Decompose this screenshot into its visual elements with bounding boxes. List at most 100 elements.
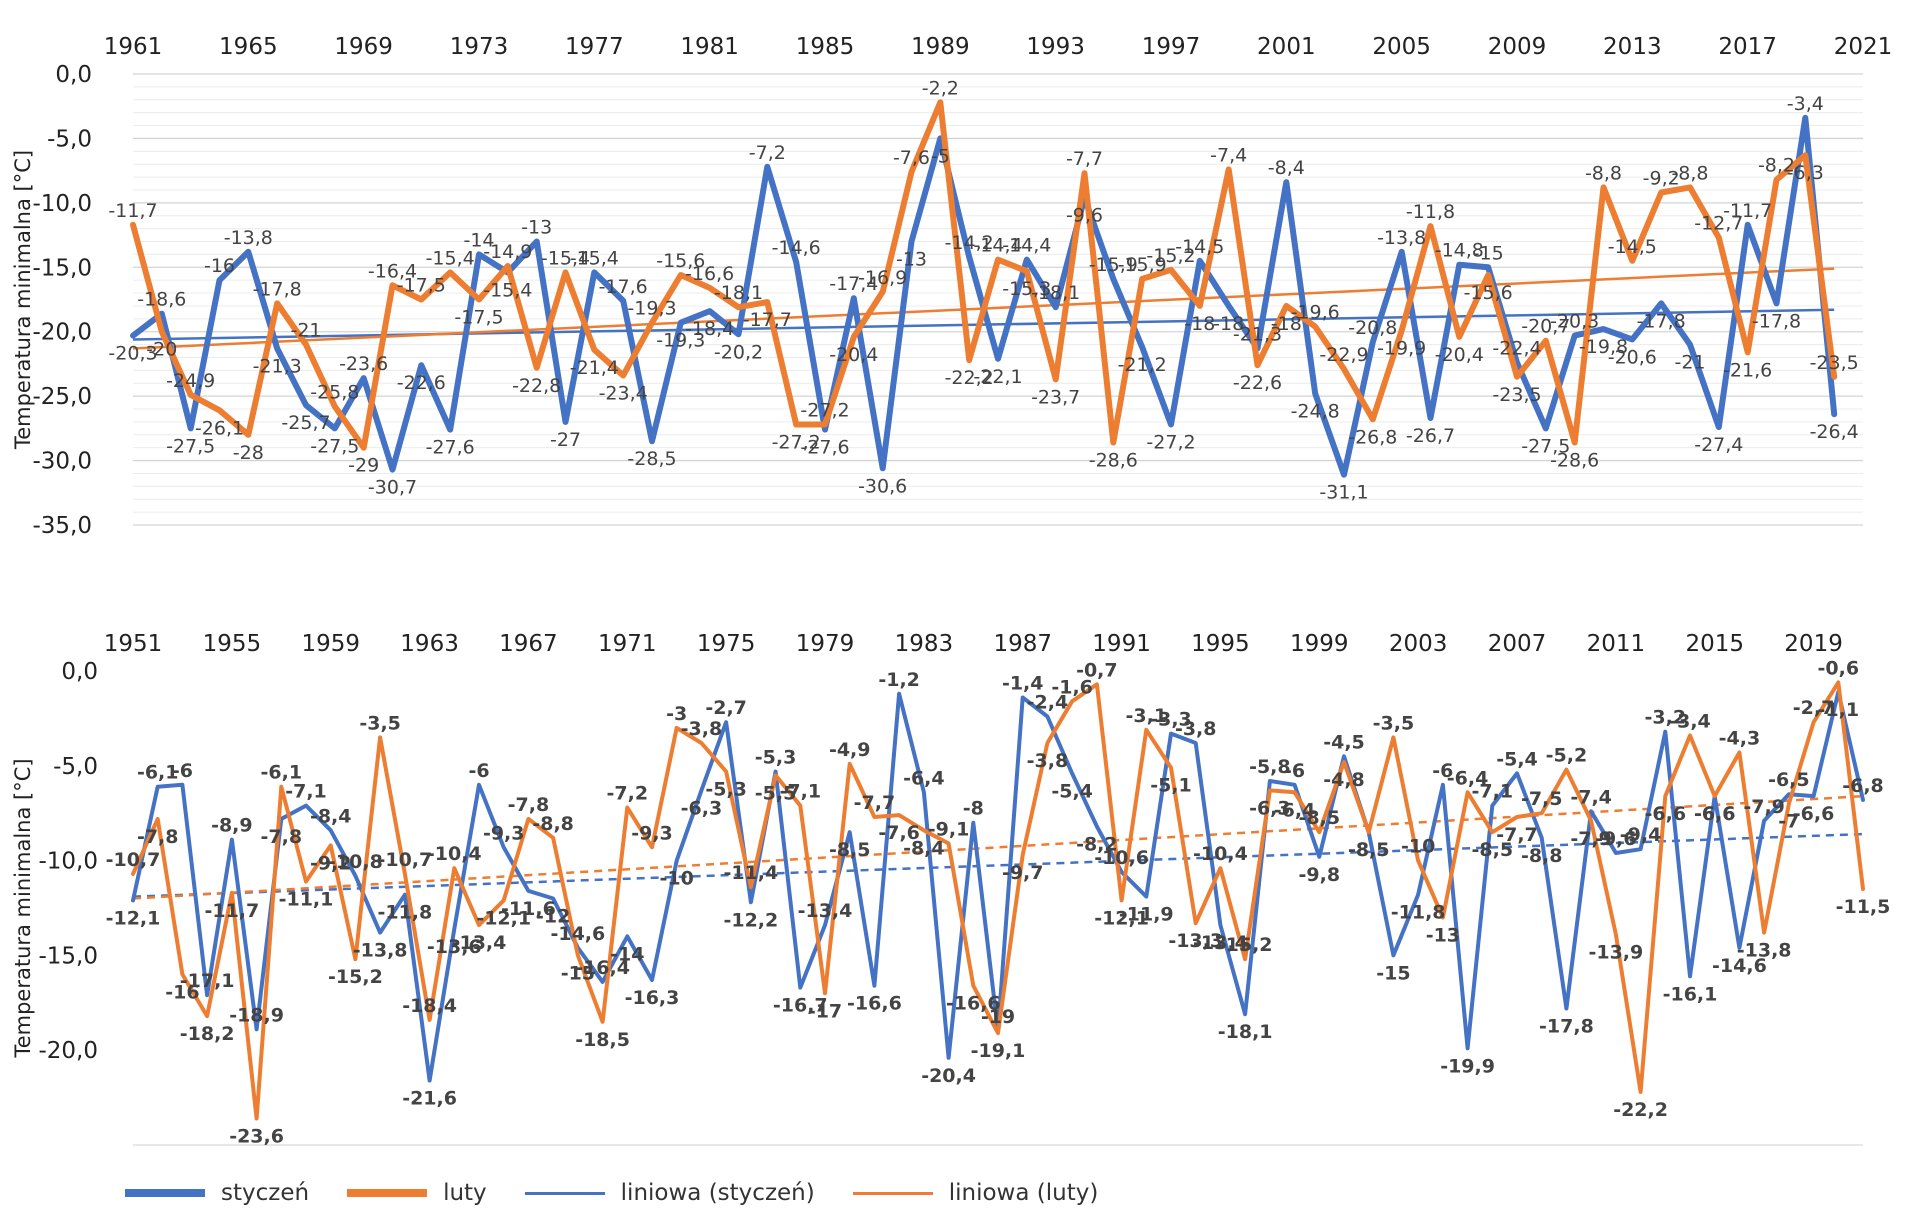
data-label: -1,6 <box>1051 676 1093 698</box>
data-label: -15,9 <box>1118 254 1167 276</box>
data-label: -15,4 <box>570 247 619 269</box>
data-label: -16 <box>165 981 199 1003</box>
data-label: -20,7 <box>1521 316 1570 338</box>
data-label: -24,8 <box>1291 401 1340 423</box>
legend-swatch-styczen <box>125 1189 205 1197</box>
data-label: -23,5 <box>1492 384 1541 406</box>
data-label: -16,6 <box>685 263 734 285</box>
data-label: -15,9 <box>1089 254 1138 276</box>
data-label: -9,4 <box>1620 824 1662 846</box>
data-label: -27,2 <box>800 399 849 421</box>
data-label: -18 <box>1271 313 1302 335</box>
data-label: -28,6 <box>1089 450 1138 472</box>
data-label: -3,4 <box>1787 93 1824 115</box>
data-label: -5,4 <box>1496 748 1538 770</box>
data-label: -8,2 <box>1758 155 1795 177</box>
legend-label-trend-styczen: liniowa (styczeń) <box>620 1180 815 1206</box>
data-label: -15,4 <box>483 279 532 301</box>
data-label: -16,3 <box>625 987 680 1009</box>
data-label: -16,9 <box>858 267 907 289</box>
data-label: -3,1 <box>1126 705 1168 727</box>
x-tick-label: 2015 <box>1685 631 1744 657</box>
data-label: -15,2 <box>328 966 383 988</box>
data-label: -26,4 <box>1810 421 1859 443</box>
legend-item-luty: luty <box>347 1180 487 1206</box>
x-tick-label: 1963 <box>400 631 459 657</box>
x-tick-label: 1969 <box>334 34 393 60</box>
data-label: -7,8 <box>508 794 550 816</box>
data-label: -10,8 <box>328 851 383 873</box>
data-label: -0,7 <box>1076 659 1118 681</box>
data-label: -15,6 <box>656 250 705 272</box>
data-label: -13,4 <box>798 900 853 922</box>
y-tick-label: -10,0 <box>38 849 98 875</box>
y-tick-label: -10,0 <box>32 191 92 217</box>
data-label: -30,6 <box>858 475 907 497</box>
data-label: -16,4 <box>368 260 417 282</box>
data-label: -9,2 <box>310 852 352 874</box>
y-tick-label: -35,0 <box>32 513 92 539</box>
data-label: -19,3 <box>656 330 705 352</box>
data-label: -6,4 <box>1447 767 1489 789</box>
data-label: -16,6 <box>847 993 902 1015</box>
data-label: -17 <box>808 1000 842 1022</box>
data-label: -9,6 <box>1595 828 1637 850</box>
data-label: -18,4 <box>402 995 457 1017</box>
data-label: -5,3 <box>755 746 797 768</box>
data-label: -6,6 <box>1645 803 1687 825</box>
data-label: -4,5 <box>1323 731 1365 753</box>
y-axis-title: Temperatura minimalna [°C] <box>11 758 35 1058</box>
data-label: -6,8 <box>1842 775 1884 797</box>
data-label: -9,7 <box>1002 862 1044 884</box>
data-label: -15,3 <box>1002 278 1051 300</box>
data-label: -17,7 <box>743 309 792 331</box>
data-label: -6,6 <box>1694 803 1736 825</box>
x-tick-label: 2005 <box>1372 34 1431 60</box>
data-label: -31,1 <box>1319 482 1368 504</box>
data-label: -3,5 <box>359 712 401 734</box>
data-label: -19,9 <box>1440 1055 1495 1077</box>
data-label: -18,6 <box>137 289 186 311</box>
data-label: -20,6 <box>1608 346 1657 368</box>
data-label: -23,6 <box>229 1125 284 1147</box>
data-label: -4,8 <box>1323 769 1365 791</box>
data-label: -5,5 <box>755 782 797 804</box>
data-label: -5 <box>931 145 950 167</box>
data-label: -22,4 <box>1492 338 1541 360</box>
data-label: -13,6 <box>427 936 482 958</box>
data-label: -13,4 <box>452 932 507 954</box>
data-label: -17,4 <box>829 273 878 295</box>
x-tick-label: 1975 <box>697 631 756 657</box>
data-label: -18,2 <box>180 1023 235 1045</box>
x-tick-label: 1971 <box>598 631 657 657</box>
x-tick-label: 1985 <box>796 34 855 60</box>
data-label: -15,2 <box>1218 934 1273 956</box>
data-label: -21,3 <box>1233 323 1282 345</box>
x-tick-label: 1977 <box>565 34 624 60</box>
data-label: -6,3 <box>1249 797 1291 819</box>
legend-swatch-luty <box>347 1189 428 1197</box>
data-label: -13,8 <box>224 227 273 249</box>
data-label: -11,9 <box>1119 904 1174 926</box>
data-label: -25,7 <box>281 412 330 434</box>
data-label: -22,1 <box>973 366 1022 388</box>
data-label: -11,7 <box>108 200 157 222</box>
data-label: -7,4 <box>1570 786 1612 808</box>
x-tick-label: 2011 <box>1587 631 1646 657</box>
data-label: -17,5 <box>454 307 503 329</box>
data-label: -3,4 <box>1669 710 1711 732</box>
data-label: -12,7 <box>1694 213 1743 235</box>
x-tick-label: 1981 <box>680 34 739 60</box>
data-label: -26,1 <box>195 417 244 439</box>
data-label: -13,4 <box>1193 932 1248 954</box>
data-label: -15,2 <box>1146 245 1195 267</box>
data-label: -27,2 <box>1146 431 1195 453</box>
charts-canvas: 0,0-5,0-10,0-15,0-20,0-25,0-30,0-35,0196… <box>11 34 1892 1147</box>
y-tick-label: 0,0 <box>55 62 92 88</box>
data-label: -6,5 <box>1768 769 1810 791</box>
x-tick-label: 1993 <box>1026 34 1085 60</box>
data-label: -19 <box>981 1006 1015 1028</box>
data-label: -8,5 <box>1348 839 1390 861</box>
data-label: -15 <box>561 962 595 984</box>
data-label: -14,6 <box>772 237 821 259</box>
